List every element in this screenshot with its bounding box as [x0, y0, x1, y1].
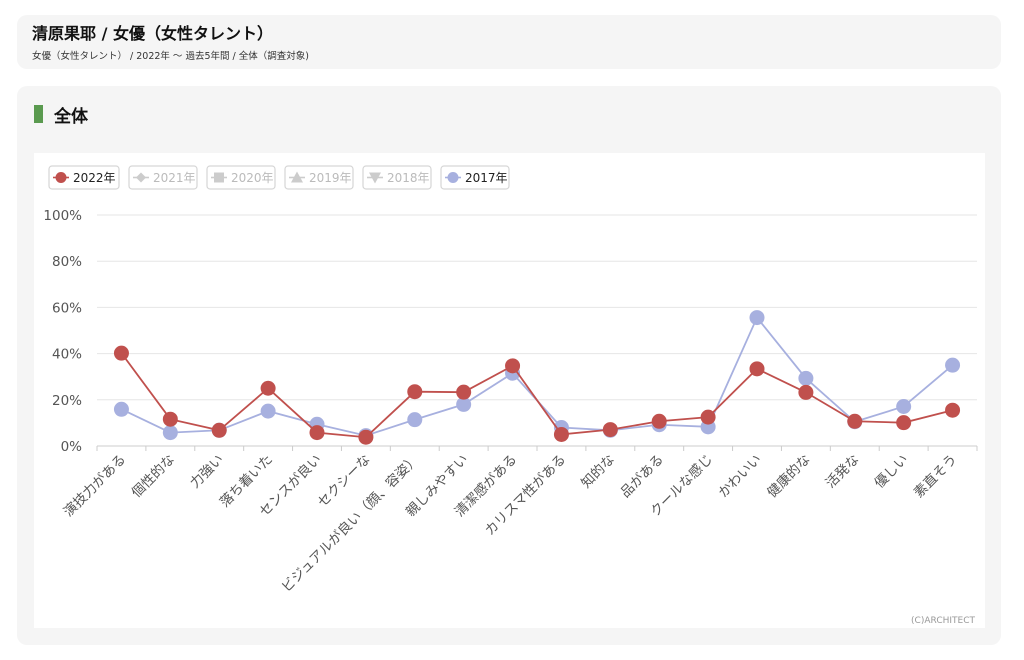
legend-item[interactable] [48, 165, 120, 190]
legend-marker-diamond-icon [136, 172, 146, 183]
x-tick-label: 力強い [187, 452, 227, 492]
copyright-text: (C)ARCHITECT [911, 616, 975, 626]
legend-item[interactable] [362, 165, 432, 190]
x-tick-label: 演技力がある [61, 452, 130, 521]
legend-item[interactable] [284, 165, 354, 190]
data-point [945, 402, 961, 418]
data-point [505, 358, 521, 374]
data-point [896, 415, 912, 431]
data-point [945, 357, 961, 373]
x-tick-label: 知的な [578, 451, 619, 492]
data-point [162, 425, 178, 441]
legend-marker-circle-icon [447, 172, 459, 183]
data-point [260, 403, 276, 419]
data-point [162, 411, 178, 427]
y-tick-label: 100% [43, 208, 82, 224]
y-tick-label: 80% [52, 254, 82, 270]
data-point [113, 345, 129, 361]
data-point [113, 401, 129, 417]
data-point [749, 310, 765, 326]
data-point [553, 426, 569, 442]
legend-marker-circle-icon [55, 172, 67, 183]
legend-marker-triangle-icon [291, 171, 303, 183]
x-tick-label: 優しい [872, 452, 912, 492]
x-tick-label: 健康的な [764, 451, 814, 501]
data-point [700, 409, 716, 425]
header-card: 清原果耶 / 女優（女性タレント） 女優（女性タレント） / 2022年 〜 過… [17, 15, 1001, 69]
section-accent-bar [34, 105, 43, 123]
data-point [798, 370, 814, 386]
x-tick-label: 品がある [618, 452, 667, 501]
legend-label: 2017年 [465, 171, 508, 185]
data-point [749, 361, 765, 377]
y-tick-label: 40% [52, 347, 82, 363]
data-point [456, 384, 472, 400]
data-point [798, 384, 814, 400]
x-tick-label: 素直そう [911, 452, 960, 501]
data-point [211, 422, 227, 438]
legend-item[interactable] [128, 165, 198, 190]
line-chart: 0%20%40%60%80%100%演技力がある 個性的な 力強い落ち着いたセンスが… [43, 165, 978, 626]
legend-item[interactable] [440, 165, 510, 190]
legend-marker-square-icon [214, 172, 224, 183]
data-point [407, 384, 423, 400]
legend-marker-triangle-down-icon [369, 172, 381, 184]
x-tick-label: 個性的な [129, 452, 178, 501]
breadcrumb: 女優（女性タレント） / 2022年 〜 過去5年間 / 全体（調査対象) [32, 51, 309, 62]
y-tick-label: 0% [61, 439, 83, 455]
legend-label: 2019年 [309, 171, 352, 185]
data-point [309, 425, 325, 441]
data-point [358, 429, 374, 445]
series-line [120, 352, 953, 439]
section-header: 全体 [34, 104, 88, 127]
legend-item[interactable] [206, 165, 276, 190]
y-tick-label: 60% [52, 300, 82, 316]
data-point [602, 422, 618, 438]
data-point [260, 380, 276, 396]
data-point [407, 412, 423, 428]
page-title: 清原果耶 / 女優（女性タレント） [32, 24, 273, 43]
chart-container: 0% 20% 40% 60% 80% 100% 演技力がある 個性的な 力強い 落ち着いた センスが… [34, 153, 985, 628]
legend-label: 2022年 [73, 171, 116, 185]
data-point [847, 413, 863, 429]
x-tick-label: かわいい [715, 452, 764, 501]
y-tick-label: 20% [52, 393, 82, 409]
data-point [896, 398, 912, 414]
legend-label: 2018年 [387, 171, 430, 185]
section-title: 全体 [54, 106, 88, 127]
series-line [121, 315, 954, 437]
legend-label: 2020年 [231, 171, 274, 185]
main-card: 全体 0% 20% 40% 60% 80% 100% 演技力がある 個性的な 力強い 落ち着いたセ… [17, 86, 1001, 645]
data-point [456, 396, 472, 412]
legend-label: 2021年 [153, 171, 196, 185]
data-point [651, 413, 667, 429]
x-tick-label: 活発な [823, 452, 863, 492]
